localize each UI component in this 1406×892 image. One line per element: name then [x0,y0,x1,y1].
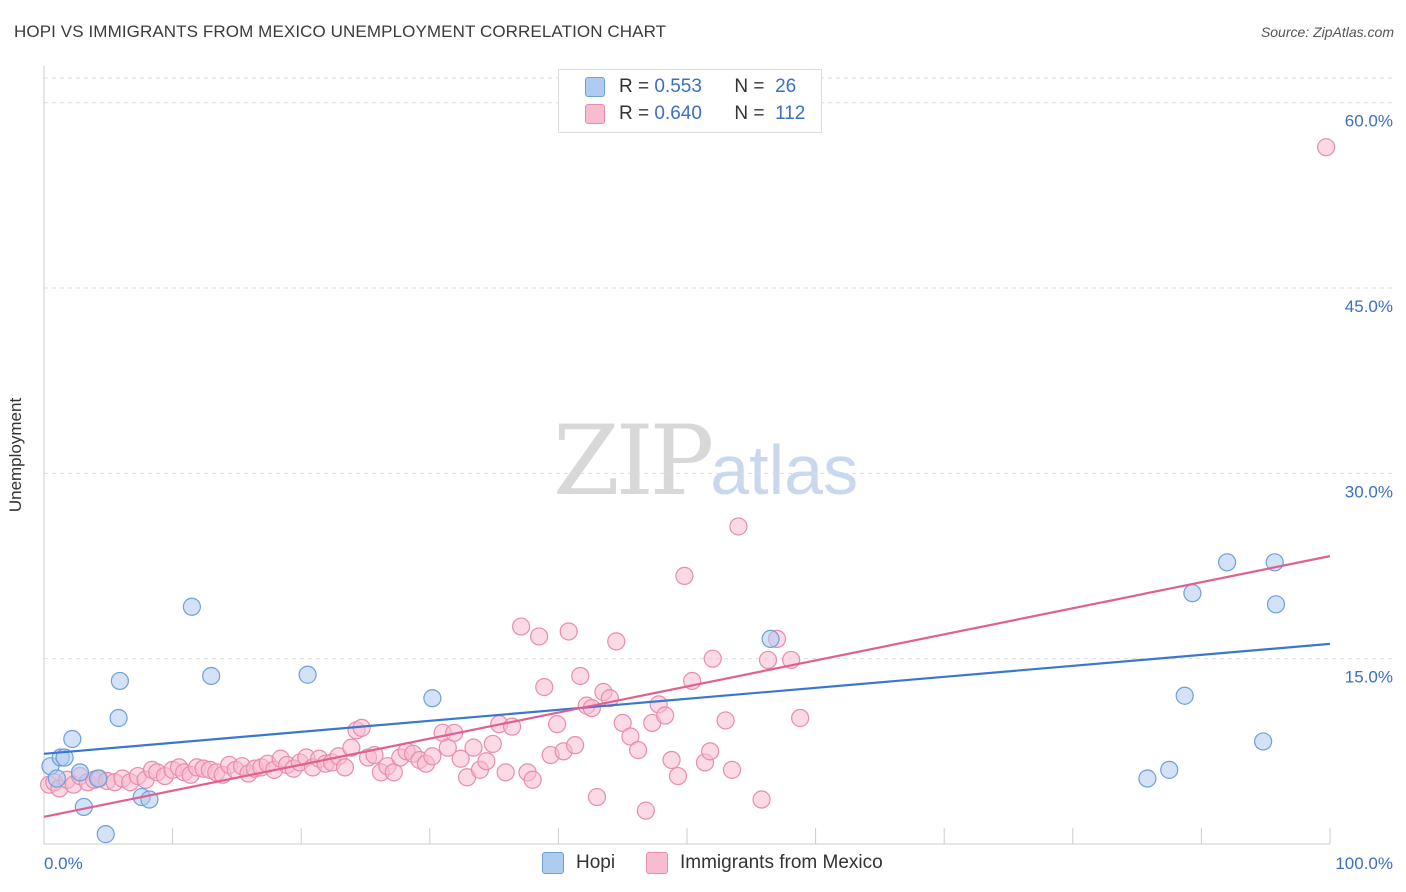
mexico-point [587,787,607,807]
mexico-point [464,738,483,757]
hopi-point [1266,595,1286,614]
hopi-point [761,629,780,649]
x-tick-label: 100.0% [1335,854,1393,873]
legend-row-hopi: R = 0.553 N = 26 [585,75,796,99]
mexico-point [512,617,531,636]
y-tick-label: 60.0% [1345,112,1393,131]
chart-title: HOPI VS IMMIGRANTS FROM MEXICO UNEMPLOYM… [14,22,667,41]
hopi-n-value: 26 [775,76,797,97]
hopi-point [298,665,317,684]
hopi-point [182,597,201,616]
hopi-point [70,763,90,782]
mexico-point [613,713,632,733]
hopi-point [96,825,115,844]
mexico-legend-label: Immigrants from Mexico [680,852,883,873]
tick-labels: 15.0% 30.0% 45.0% 60.0% 0.0% 100.0% [44,112,1393,873]
hopi-r-label: R = [619,76,650,97]
hopi-point [1254,732,1273,751]
mexico-point [668,766,688,786]
mexico-trendline [43,555,1331,818]
mexico-point [530,627,549,646]
mexico-point [701,742,720,761]
mexico-point [523,770,542,789]
hopi-point [47,769,66,788]
hopi-point [88,769,108,788]
mexico-n-label: N = [734,103,765,124]
legend-item-mexico[interactable]: Immigrants from Mexico [646,852,883,874]
mexico-point [496,763,515,782]
y-tick-label: 15.0% [1345,668,1393,687]
source-label: Source: ZipAtlas.com [1260,24,1394,40]
mexico-point [675,566,694,586]
mexico-point [636,801,655,820]
x-tick-label: 0.0% [44,854,83,873]
hopi-point [202,666,221,686]
hopi-point [423,689,442,708]
mexico-point [548,715,567,734]
watermark-zip: ZIP [553,405,714,517]
mexico-point [342,738,361,757]
hopi-point [1175,686,1194,705]
hopi-swatch [585,77,605,97]
mexico-point [752,790,771,809]
hopi-point [1160,760,1179,779]
hopi-legend-swatch [542,852,564,874]
hopi-trendline [43,642,1331,755]
mexico-point [607,632,626,651]
mexico-point [451,749,470,768]
mexico-n-value: 112 [775,103,806,124]
mexico-point [791,708,810,728]
mexico-point [703,649,722,668]
series-legend: Hopi Immigrants from Mexico [0,852,1406,876]
legend-row-mexico: R = 0.640 N = 112 [585,102,805,126]
mexico-legend-swatch [646,852,668,874]
gridlines [44,77,1393,660]
hopi-point [1183,584,1202,603]
hopi-legend-label: Hopi [576,852,616,873]
mexico-point [535,677,554,697]
mexico-point [621,727,640,746]
hopi-point [109,708,128,728]
y-axis-label: Unemployment [6,397,25,513]
correlation-legend: R = 0.553 N = 26 R = 0.640 N = 112 [558,69,822,133]
legend-item-hopi[interactable]: Hopi [542,852,615,874]
zipatlas-watermark: ZIPatlas [553,405,858,517]
mexico-point [571,666,590,686]
hopi-point [1218,553,1237,572]
mexico-point [716,711,735,730]
y-tick-label: 45.0% [1345,297,1393,316]
mexico-point [662,750,681,770]
mexico-point [722,760,742,779]
mexico-point [566,736,585,755]
hopi-point [63,729,82,749]
mexico-r-label: R = [619,103,650,124]
hopi-r-value: 0.553 [654,76,702,97]
mexico-point [483,734,502,754]
mexico-point [729,517,748,536]
mexico-swatch [585,104,605,124]
mexico-point [335,758,355,777]
mexico-point [758,650,778,670]
mexico-point [423,747,442,766]
hopi-point [110,671,129,691]
axes [43,66,1331,845]
hopi-point [1138,769,1157,788]
mexico-r-value: 0.640 [654,103,702,124]
mexico-point [559,622,578,641]
mexico-point [629,741,648,760]
mexico-point [477,752,496,771]
y-tick-label: 30.0% [1345,482,1393,501]
hopi-n-label: N = [734,76,765,97]
mexico-point [656,706,675,725]
mexico-point [1317,138,1336,157]
watermark-atlas: atlas [710,431,859,509]
trendlines [43,555,1331,818]
